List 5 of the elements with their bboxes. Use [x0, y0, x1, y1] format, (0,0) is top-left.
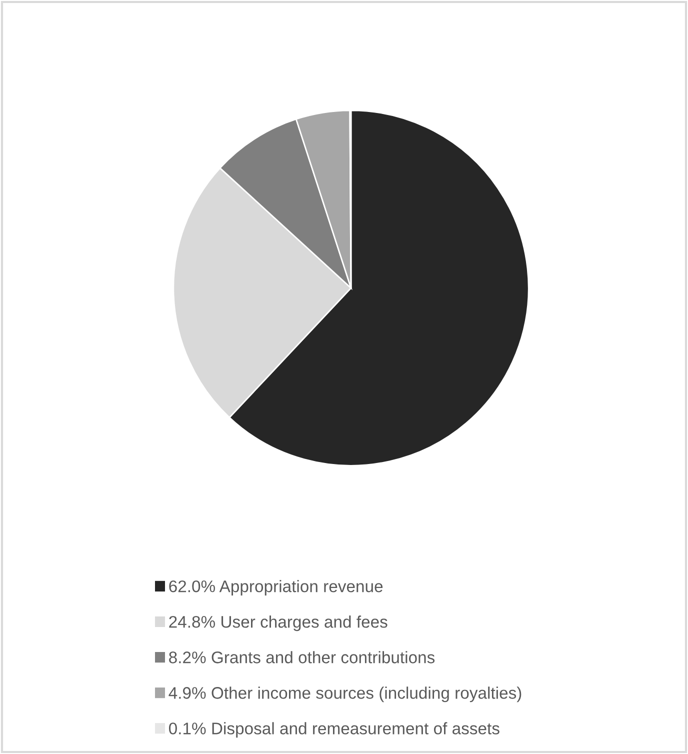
- legend-label: 24.8% User charges and fees: [169, 616, 388, 632]
- legend-label: 8.2% Grants and other contributions: [169, 651, 435, 664]
- legend-label: 0.1% Disposal and remeasurement of assets: [168, 722, 500, 738]
- legend-label: 4.9% Other income sources (including royalties): [168, 686, 522, 702]
- legend-label: 62.0% Appropriation revenue: [169, 580, 383, 596]
